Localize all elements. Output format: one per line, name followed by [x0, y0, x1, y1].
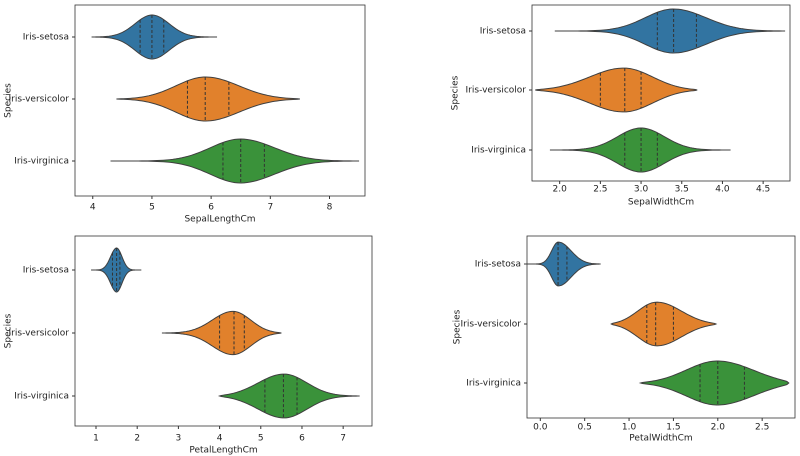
violin [217, 373, 360, 419]
violin [524, 241, 601, 287]
y-tick-label: Iris-setosa [23, 266, 69, 276]
violin [610, 301, 718, 347]
y-axis-label: Species [4, 83, 14, 118]
x-tick-label: 2.0 [553, 185, 568, 195]
y-tick-label: Iris-setosa [475, 260, 521, 270]
x-tick-label: 0.0 [533, 423, 548, 433]
chart: 4 5 6 7 8 SepalLengthCm Species Iris-setosa Iris… [4, 4, 366, 225]
x-tick-label: 6 [299, 434, 305, 444]
x-tick-label: 2.0 [711, 423, 726, 433]
chart: 0.0 0.5 1.0 1.5 2.0 2.5PetalWidthCmSpeciesIri… [453, 235, 796, 444]
violin [161, 310, 282, 356]
y-tick-label: Iris-virginica [466, 379, 521, 389]
plot-frame [74, 4, 366, 197]
plot-frame [526, 235, 796, 419]
plot-frame [531, 4, 791, 182]
chart: 1 2 3 4 5 6 7 PetalLengthCm Species Iris-setosa Ir… [4, 235, 373, 456]
violin [110, 138, 360, 184]
violin [554, 8, 786, 54]
x-tick-label: 2.5 [593, 185, 607, 195]
x-tick-label: 1.5 [666, 423, 680, 433]
x-tick-label: 1 [93, 434, 99, 444]
violin [638, 360, 790, 406]
y-axis-label: Species [453, 309, 463, 344]
y-tick-label: Iris-versicolor [9, 329, 70, 339]
y-tick-label: Iris-virginica [14, 157, 69, 167]
y-axis-label: Species [451, 75, 461, 110]
x-tick-label: 8 [327, 203, 333, 213]
y-tick-label: Iris-setosa [480, 27, 526, 37]
y-tick-label: Iris-virginica [471, 146, 526, 156]
violin [91, 14, 218, 60]
x-tick-label: 3.5 [675, 185, 689, 195]
x-axis-label: PetalLengthCm [189, 446, 257, 456]
x-tick-label: 4 [90, 203, 96, 213]
plot-frame [74, 235, 373, 427]
y-tick-label: Iris-virginica [14, 392, 69, 402]
x-axis-label: SepalWidthCm [628, 198, 694, 208]
y-axis-label: Species [4, 313, 14, 348]
x-tick-label: 4 [217, 434, 223, 444]
x-tick-label: 2 [134, 434, 140, 444]
x-tick-label: 1.0 [622, 423, 637, 433]
y-tick-label: Iris-versicolor [9, 95, 70, 105]
x-tick-label: 7 [267, 203, 273, 213]
x-tick-label: 4.5 [756, 185, 770, 195]
y-tick-label: Iris-versicolor [461, 320, 522, 330]
x-tick-label: 5 [149, 203, 155, 213]
y-tick-label: Iris-versicolor [466, 86, 527, 96]
x-axis-label: PetalWidthCm [629, 434, 692, 444]
x-tick-label: 6 [208, 203, 214, 213]
x-axis-label: SepalLengthCm [184, 215, 255, 225]
x-tick-label: 3 [176, 434, 182, 444]
y-tick-label: Iris-setosa [23, 33, 69, 43]
chart: 2.0 2.5 3.0 3.5 4.0 4.5 SepalWidthCm Species Iri… [451, 4, 791, 208]
x-tick-label: 3.0 [634, 185, 649, 195]
violin [116, 76, 300, 122]
x-tick-label: 0.5 [578, 423, 592, 433]
x-tick-label: 7 [340, 434, 346, 444]
x-tick-label: 5 [258, 434, 264, 444]
x-tick-label: 2.5 [755, 423, 769, 433]
x-tick-label: 4.0 [715, 185, 730, 195]
violin [549, 127, 731, 173]
violin [535, 67, 698, 113]
